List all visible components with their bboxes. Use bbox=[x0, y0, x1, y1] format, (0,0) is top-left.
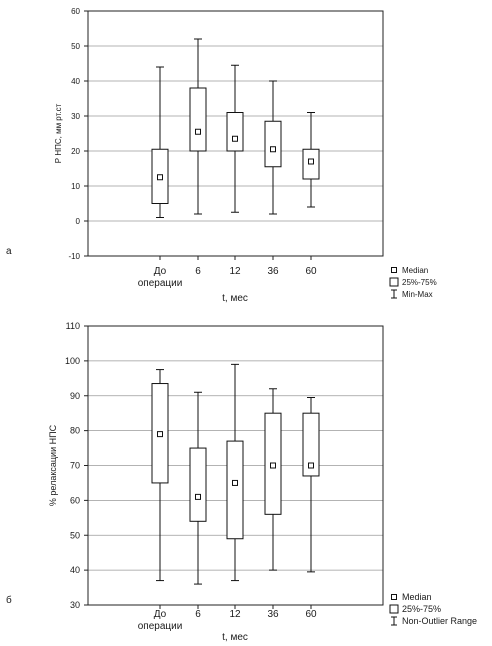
x-tick-label-line: 12 bbox=[229, 266, 241, 277]
x-tick-label: До операции bbox=[138, 609, 183, 632]
legend-median-label: Median bbox=[402, 266, 428, 275]
median-marker bbox=[157, 174, 163, 181]
x-axis-label: t, мес bbox=[222, 632, 248, 643]
median-marker bbox=[308, 462, 314, 469]
boxplot-box-5 bbox=[302, 396, 320, 573]
legend: Median 25%-75% Min-Max bbox=[389, 266, 437, 299]
x-tick-label-line: 36 bbox=[267, 609, 279, 620]
iqr-box bbox=[189, 87, 207, 152]
boxplot-box-2 bbox=[189, 38, 207, 215]
x-tick-label-line: 60 bbox=[305, 266, 317, 277]
x-tick-label-line: 60 bbox=[305, 609, 317, 620]
median-marker bbox=[195, 493, 201, 500]
y-tick-label: 80 bbox=[70, 426, 80, 436]
panel-label: а bbox=[6, 246, 12, 257]
chart-panel-b: 30 40 50 60 70 80 90 100 110 До операции 6 12 36 60 % р… bbox=[6, 321, 477, 643]
y-axis-label: Р НПС, мм рт.ст bbox=[54, 103, 63, 163]
x-tick-label-line: До bbox=[154, 266, 167, 277]
legend-whisker-label: Min-Max bbox=[402, 290, 433, 299]
y-tick-label: 50 bbox=[70, 530, 80, 540]
legend-box-icon bbox=[389, 604, 399, 614]
boxplot-box-3 bbox=[226, 64, 244, 213]
x-tick-label-line: операции bbox=[138, 621, 183, 632]
legend-whisker-label: Non-Outlier Range bbox=[402, 616, 477, 626]
median-marker bbox=[270, 462, 276, 469]
x-tick-label: 36 bbox=[267, 609, 279, 620]
boxplot-box-3 bbox=[226, 363, 244, 582]
legend-box-label: 25%-75% bbox=[402, 278, 437, 287]
legend: Median 25%-75% Non-Outlier Range bbox=[389, 592, 477, 626]
x-tick-label: 12 bbox=[229, 609, 241, 620]
median-marker bbox=[195, 128, 201, 135]
y-tick-label: 10 bbox=[71, 182, 80, 191]
median-marker bbox=[308, 158, 314, 165]
x-tick-label: 12 bbox=[229, 266, 241, 277]
median-marker bbox=[232, 479, 238, 486]
iqr-box bbox=[302, 412, 320, 477]
boxplot-box-1 bbox=[151, 369, 169, 582]
legend-median-icon bbox=[391, 267, 397, 273]
iqr-box bbox=[226, 112, 244, 152]
boxplot-box-4 bbox=[264, 80, 282, 215]
x-tick-label-line: До bbox=[154, 609, 167, 620]
x-tick-label-line: 6 bbox=[195, 609, 201, 620]
y-tick-label: -10 bbox=[68, 252, 80, 261]
x-tick-label-line: операции bbox=[138, 278, 183, 289]
median-marker bbox=[270, 146, 276, 153]
x-tick-label-line: 6 bbox=[195, 266, 201, 277]
x-tick-label: 6 bbox=[195, 266, 201, 277]
x-tick-label-line: 36 bbox=[267, 266, 279, 277]
y-tick-label: 30 bbox=[71, 112, 80, 121]
legend-median-icon bbox=[391, 594, 397, 600]
y-tick-label: 30 bbox=[70, 600, 80, 610]
y-tick-label: 90 bbox=[70, 391, 80, 401]
iqr-box bbox=[226, 440, 244, 540]
median-marker bbox=[157, 431, 163, 438]
y-tick-label: 70 bbox=[70, 461, 80, 471]
y-tick-label: 100 bbox=[65, 356, 80, 366]
y-tick-label: 40 bbox=[71, 77, 80, 86]
y-tick-label: 0 bbox=[76, 217, 81, 226]
legend-median-label: Median bbox=[402, 592, 432, 602]
y-tick-label: 50 bbox=[71, 42, 80, 51]
boxplot-box-2 bbox=[189, 391, 207, 585]
panel-label: б bbox=[6, 594, 12, 606]
legend-box-icon bbox=[389, 277, 399, 287]
boxplot-box-4 bbox=[264, 388, 282, 571]
y-axis-label: % релаксации НПС bbox=[48, 424, 58, 506]
y-tick-label: 60 bbox=[70, 495, 80, 505]
boxplot-box-1 bbox=[151, 66, 169, 218]
x-tick-label-line: 12 bbox=[229, 609, 241, 620]
x-tick-label: 60 bbox=[305, 609, 317, 620]
boxplot-box-5 bbox=[302, 112, 320, 208]
chart-panel-a: -10 0 10 20 30 40 50 60 До операции 6 12 36 60 Р НПС, … bbox=[6, 7, 437, 304]
x-tick-label: 6 bbox=[195, 609, 201, 620]
y-tick-label: 40 bbox=[70, 565, 80, 575]
median-marker bbox=[232, 135, 238, 142]
iqr-box bbox=[264, 120, 282, 168]
y-tick-label: 60 bbox=[71, 7, 80, 16]
y-tick-label: 110 bbox=[66, 321, 80, 331]
x-tick-label: До операции bbox=[138, 266, 183, 289]
iqr-box bbox=[189, 447, 207, 522]
x-tick-label: 60 bbox=[305, 266, 317, 277]
legend-box-label: 25%-75% bbox=[402, 604, 441, 614]
x-axis-label: t, мес bbox=[222, 293, 248, 304]
y-tick-label: 20 bbox=[71, 147, 80, 156]
x-tick-label: 36 bbox=[267, 266, 279, 277]
